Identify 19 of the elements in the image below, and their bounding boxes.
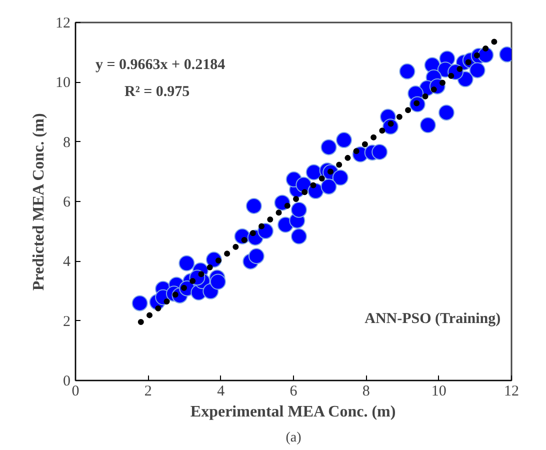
text: (a) bbox=[286, 430, 302, 446]
y-tick-label: 10 bbox=[56, 75, 70, 92]
x-axis-title: Experimental MEA Conc. (m) bbox=[190, 404, 396, 420]
x-tick-label: 2 bbox=[144, 384, 152, 400]
x-tick-label: 8 bbox=[362, 384, 370, 400]
y-axis-title: Predicted MEA Conc. (m) bbox=[30, 113, 48, 291]
y-tick-label: 8 bbox=[63, 134, 70, 151]
annotation: R² = 0.975 bbox=[124, 84, 190, 100]
x-tick-label: 12 bbox=[504, 384, 519, 400]
y-tick-label: 4 bbox=[63, 254, 71, 270]
annotation: y = 0.9663x + 0.2184 bbox=[95, 57, 226, 74]
x-tick-label: 6 bbox=[290, 384, 298, 400]
x-tick-label: 10 bbox=[431, 384, 446, 400]
annotation: ANN-PSO (Training) bbox=[364, 310, 501, 327]
y-tick-label: 2 bbox=[63, 314, 70, 330]
y-tick-label: 6 bbox=[63, 194, 71, 210]
x-tick-label: 4 bbox=[217, 384, 226, 400]
y-tick-label: 12 bbox=[56, 16, 70, 32]
y-tick-label: 0 bbox=[63, 374, 70, 390]
